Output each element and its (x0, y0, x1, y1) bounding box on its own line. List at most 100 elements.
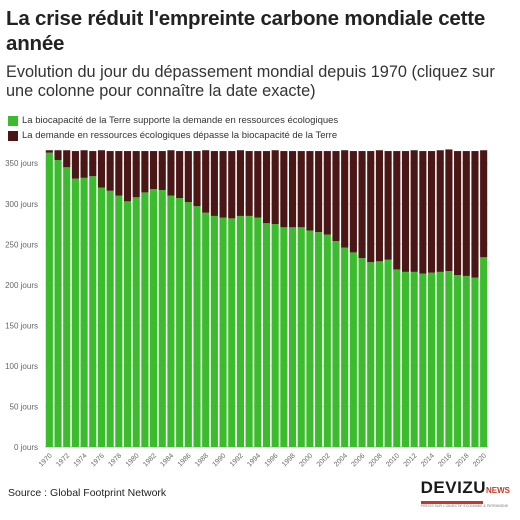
bar-exceeded[interactable] (436, 150, 444, 272)
bar-supported[interactable] (367, 262, 375, 447)
bar-supported[interactable] (89, 176, 97, 447)
bar-exceeded[interactable] (236, 150, 245, 216)
bar-exceeded[interactable] (288, 151, 297, 228)
bar-supported[interactable] (271, 224, 279, 447)
bar-supported[interactable] (315, 232, 323, 447)
bar-exceeded[interactable] (410, 150, 418, 272)
bar-exceeded[interactable] (358, 151, 366, 259)
bar-supported[interactable] (219, 217, 227, 447)
bar-exceeded[interactable] (132, 151, 140, 198)
bar-exceeded[interactable] (393, 151, 401, 270)
bar-exceeded[interactable] (297, 151, 305, 228)
bar-exceeded[interactable] (349, 151, 357, 253)
bar-supported[interactable] (375, 261, 383, 447)
bar-supported[interactable] (115, 195, 123, 447)
bar-supported[interactable] (358, 258, 366, 447)
bar-exceeded[interactable] (315, 151, 323, 233)
bar-supported[interactable] (462, 275, 470, 447)
bar-supported[interactable] (97, 187, 106, 447)
bar-exceeded[interactable] (123, 151, 132, 202)
bar-supported[interactable] (54, 159, 62, 447)
bar-supported[interactable] (150, 189, 158, 448)
bar-supported[interactable] (254, 217, 262, 447)
bar-supported[interactable] (202, 212, 210, 447)
bar-exceeded[interactable] (115, 151, 123, 196)
bar-supported[interactable] (80, 177, 88, 447)
bar-supported[interactable] (454, 275, 462, 447)
bar-exceeded[interactable] (332, 151, 340, 242)
bar-exceeded[interactable] (45, 150, 53, 153)
bar-supported[interactable] (167, 195, 175, 447)
bar-supported[interactable] (384, 259, 392, 447)
bar-exceeded[interactable] (71, 151, 79, 179)
bar-supported[interactable] (158, 189, 166, 448)
bar-exceeded[interactable] (202, 150, 210, 213)
bar-exceeded[interactable] (367, 151, 375, 263)
bar-supported[interactable] (228, 218, 236, 447)
bar-supported[interactable] (262, 223, 271, 447)
bar-supported[interactable] (184, 202, 192, 447)
bar-exceeded[interactable] (454, 151, 462, 276)
bar-exceeded[interactable] (97, 150, 106, 188)
bar-exceeded[interactable] (219, 151, 227, 218)
bar-supported[interactable] (471, 277, 479, 447)
bar-supported[interactable] (410, 271, 418, 447)
bar-supported[interactable] (332, 241, 340, 447)
bar-exceeded[interactable] (445, 149, 453, 272)
bar-supported[interactable] (427, 272, 436, 447)
bar-supported[interactable] (280, 227, 288, 447)
legend-item-exceeded[interactable]: La demande en ressources écologiques dép… (8, 128, 508, 143)
bar-supported[interactable] (480, 257, 488, 447)
bar-exceeded[interactable] (141, 151, 149, 193)
bar-supported[interactable] (436, 271, 444, 447)
bar-supported[interactable] (106, 190, 114, 447)
bar-exceeded[interactable] (167, 150, 175, 196)
bar-exceeded[interactable] (419, 151, 427, 274)
bar-supported[interactable] (123, 201, 132, 447)
bar-exceeded[interactable] (254, 151, 262, 218)
bar-supported[interactable] (63, 167, 71, 448)
bar-supported[interactable] (349, 252, 357, 447)
bar-supported[interactable] (141, 192, 149, 447)
bar-exceeded[interactable] (150, 151, 158, 190)
bar-exceeded[interactable] (375, 150, 383, 262)
bar-supported[interactable] (445, 271, 453, 447)
bar-exceeded[interactable] (63, 150, 71, 168)
bar-exceeded[interactable] (262, 151, 271, 224)
bar-supported[interactable] (341, 247, 349, 447)
bar-supported[interactable] (45, 152, 53, 447)
bar-exceeded[interactable] (427, 151, 436, 273)
bar-exceeded[interactable] (80, 150, 88, 178)
bar-exceeded[interactable] (323, 151, 331, 235)
bar-exceeded[interactable] (106, 151, 114, 191)
bar-exceeded[interactable] (384, 151, 392, 260)
bar-exceeded[interactable] (462, 151, 470, 276)
bar-exceeded[interactable] (228, 151, 236, 219)
bar-exceeded[interactable] (306, 151, 314, 231)
bar-supported[interactable] (419, 273, 427, 447)
bar-exceeded[interactable] (89, 151, 97, 177)
bar-exceeded[interactable] (341, 150, 349, 248)
bar-supported[interactable] (132, 197, 140, 447)
bar-supported[interactable] (193, 206, 201, 447)
bar-exceeded[interactable] (184, 151, 192, 203)
bar-exceeded[interactable] (280, 151, 288, 228)
bar-supported[interactable] (245, 215, 253, 447)
bar-exceeded[interactable] (54, 150, 62, 160)
bar-supported[interactable] (323, 234, 331, 447)
bar-supported[interactable] (176, 198, 184, 447)
bar-supported[interactable] (297, 227, 305, 447)
bar-exceeded[interactable] (480, 150, 488, 258)
bar-supported[interactable] (288, 227, 297, 447)
legend-item-supported[interactable]: La biocapacité de la Terre supporte la d… (8, 113, 508, 128)
bar-exceeded[interactable] (210, 151, 218, 216)
bar-exceeded[interactable] (271, 150, 279, 225)
bar-supported[interactable] (236, 215, 245, 447)
bar-exceeded[interactable] (176, 151, 184, 199)
bar-exceeded[interactable] (401, 151, 410, 272)
bar-exceeded[interactable] (245, 151, 253, 216)
bar-supported[interactable] (210, 215, 218, 447)
bar-exceeded[interactable] (471, 151, 479, 278)
bar-supported[interactable] (393, 269, 401, 447)
bar-supported[interactable] (306, 230, 314, 447)
